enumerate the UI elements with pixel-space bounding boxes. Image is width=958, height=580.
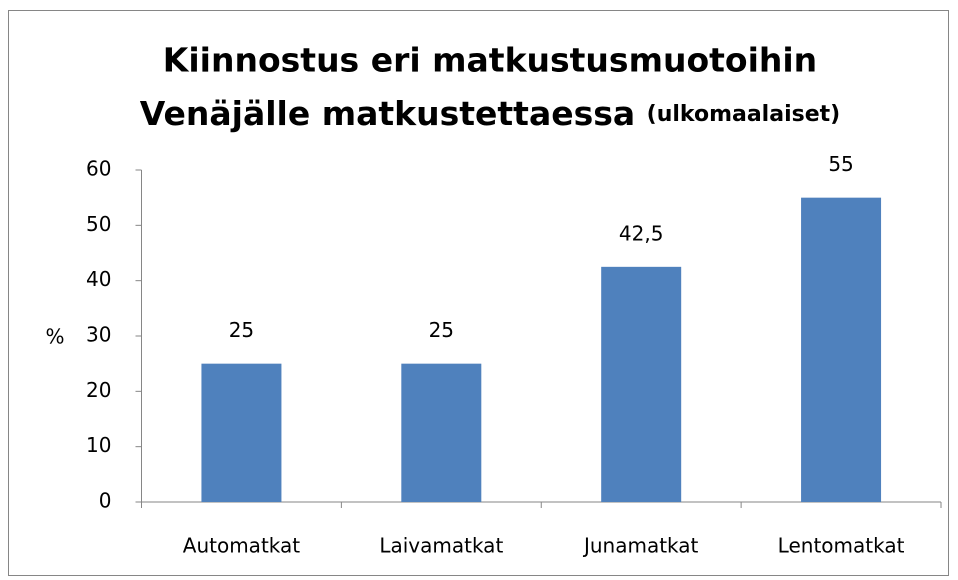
y-tick-label: 10 [86,433,111,457]
y-tick-label: 0 [99,489,112,513]
chart-title-line-1: Kiinnostus eri matkustusmuotoihin [163,41,817,80]
x-tick-label: Lentomatkat [778,534,905,558]
bar [201,363,282,502]
x-tick-label: Junamatkat [582,534,699,558]
y-tick-label: 30 [86,323,111,347]
chart-title-line-2-text: Venäjälle matkustettaessa [140,94,635,133]
bar [801,197,882,502]
data-label: 55 [828,152,853,176]
y-tick-label: 20 [86,378,111,402]
data-label: 42,5 [619,221,664,245]
y-tick-label: 60 [86,157,111,181]
bar [601,266,682,502]
data-label: 25 [429,318,454,342]
x-tick-label: Automatkat [183,534,301,558]
y-axis-label: % [45,325,64,349]
chart-subtitle: (ulkomaalaiset) [647,102,841,127]
data-label: 25 [229,318,254,342]
y-tick-label: 40 [86,267,111,291]
y-tick-label: 50 [86,212,111,236]
chart-title-line-2: Venäjälle matkustettaessa (ulkomaalaiset… [140,94,840,133]
x-tick-label: Laivamatkat [379,534,503,558]
bar [401,363,482,502]
